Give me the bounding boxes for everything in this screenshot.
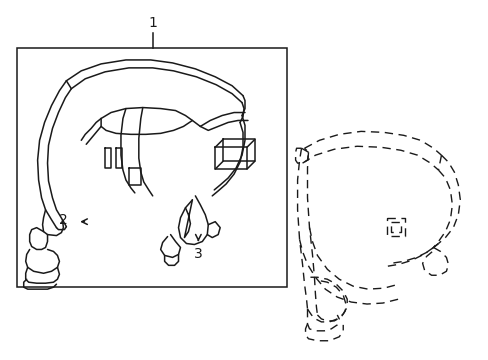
Text: 2: 2 — [59, 213, 68, 227]
Bar — [17, 48, 286, 287]
Text: 3: 3 — [194, 247, 203, 261]
Text: 1: 1 — [148, 16, 157, 30]
